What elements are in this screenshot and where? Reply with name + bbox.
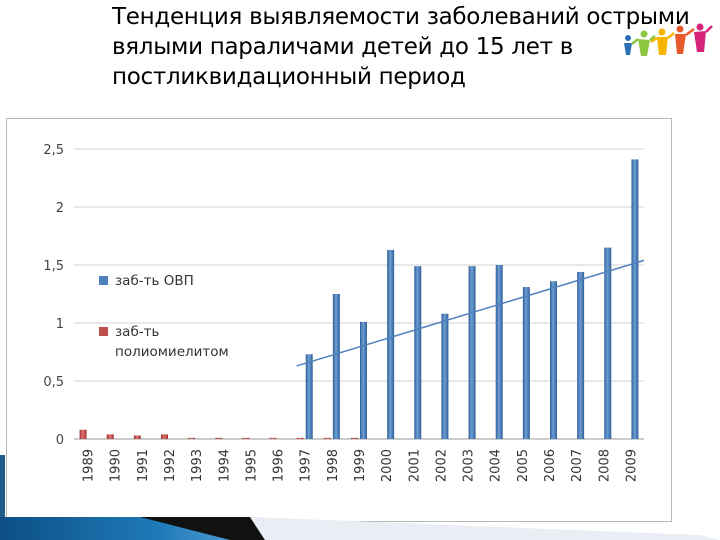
x-tick-label: 1992: [163, 449, 178, 482]
x-tick-label: 2007: [570, 449, 585, 482]
bar-polio: [323, 437, 331, 439]
x-tick-label: 2001: [407, 449, 422, 482]
x-tick-label: 1989: [82, 449, 97, 482]
bar-polio: [269, 437, 277, 439]
bar-ovp: [468, 266, 476, 439]
bar-ovp: [441, 313, 449, 439]
x-tick-label: 2004: [489, 449, 504, 482]
x-tick-label: 2002: [434, 449, 449, 482]
bar-polio: [133, 435, 141, 439]
legend-label-polio: заб-ть полиомиелитом: [115, 324, 229, 360]
bar-ovp: [604, 247, 612, 439]
bar-polio: [79, 429, 87, 439]
bar-ovp: [414, 266, 422, 439]
bar-ovp: [387, 249, 395, 439]
slide-title-line: постликвидационный период: [112, 64, 466, 90]
x-tick-label: 2009: [624, 449, 639, 482]
x-tick-label: 1998: [326, 449, 341, 482]
legend-swatch-ovp: [99, 276, 108, 285]
bar-polio: [106, 434, 114, 439]
bar-ovp: [522, 287, 530, 439]
footer-accent: [0, 517, 720, 540]
bar-polio: [296, 437, 304, 439]
x-tick-label: 1990: [109, 449, 124, 482]
bar-ovp: [332, 294, 340, 439]
bar-polio: [188, 437, 196, 439]
people-figures-icon: [624, 23, 713, 56]
trendline: [296, 259, 645, 367]
x-tick-label: 1999: [353, 449, 368, 482]
x-tick-label: 1991: [136, 449, 151, 482]
x-tick-label: 2006: [543, 449, 558, 482]
x-tick-label: 2003: [462, 449, 477, 482]
figure-icon: [624, 35, 632, 55]
figure-icon: [694, 23, 713, 52]
bar-ovp: [495, 265, 503, 439]
x-tick-label: 2000: [380, 449, 395, 482]
bar-polio: [351, 437, 358, 439]
y-tick-label: 0: [56, 433, 64, 448]
x-tick-label: 1997: [299, 449, 314, 482]
y-tick-label: 2,5: [43, 143, 64, 158]
legend-swatch-polio: [99, 327, 108, 336]
y-tick-label: 1: [56, 317, 64, 332]
x-tick-label: 2008: [597, 449, 612, 482]
x-tick-label: 1996: [272, 449, 287, 482]
bar-ovp: [577, 271, 585, 439]
slide-title: Тенденция выявляемости заболеваний остры…: [112, 2, 712, 92]
slide-title-line: вялыми параличами детей до 15 лет в: [112, 34, 573, 60]
bar-polio: [215, 437, 223, 439]
figure-icon: [650, 28, 675, 55]
slide-title-line: Тенденция выявляемости заболеваний остры…: [112, 4, 690, 30]
chart-frame: 0 0,5 1 1,5 2 2,5 1989 1990 1991 1992 1993 1994 1995…: [6, 118, 672, 522]
legend-label-ovp: заб-ть ОВП: [115, 273, 194, 289]
bar-ovp: [305, 354, 313, 439]
chart: 0 0,5 1 1,5 2 2,5 1989 1990 1991 1992 1993 1994 1995…: [43, 143, 645, 482]
bar-ovp: [360, 321, 367, 439]
bar-polio: [161, 434, 168, 439]
x-tick-label: 2005: [516, 449, 531, 482]
y-tick-label: 0,5: [43, 375, 64, 390]
figure-icon: [675, 25, 695, 54]
x-tick-label: 1994: [217, 449, 232, 482]
y-tick-label: 1,5: [43, 259, 64, 274]
x-tick-label: 1993: [190, 449, 205, 482]
y-tick-label: 2: [56, 201, 64, 216]
x-tick-label: 1995: [244, 449, 259, 482]
bar-ovp: [631, 159, 639, 439]
figure-icon: [631, 30, 656, 56]
bar-ovp: [550, 281, 557, 439]
left-accent-strip: [0, 455, 5, 540]
bar-polio: [242, 437, 250, 439]
